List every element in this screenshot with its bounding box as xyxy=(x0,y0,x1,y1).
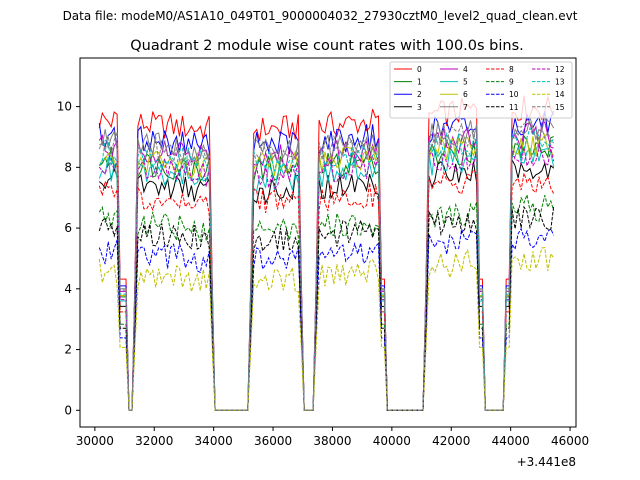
x-tick-label: 42000 xyxy=(432,434,470,448)
chart-title: Quadrant 2 module wise count rates with … xyxy=(130,38,524,54)
series-line-1 xyxy=(98,134,554,411)
y-tick-label: 0 xyxy=(64,403,72,417)
legend-label-6: 6 xyxy=(463,90,468,99)
series-line-11 xyxy=(98,205,555,411)
legend-label-4: 4 xyxy=(463,65,468,74)
plot-lines xyxy=(98,95,555,411)
series-line-12 xyxy=(98,143,555,411)
x-tick-label: 44000 xyxy=(492,434,530,448)
x-tick-label: 40000 xyxy=(373,434,411,448)
series-line-14 xyxy=(98,247,555,411)
legend-label-11: 11 xyxy=(509,103,519,112)
legend-label-1: 1 xyxy=(417,78,422,87)
y-tick-label: 2 xyxy=(64,343,72,357)
legend-label-14: 14 xyxy=(555,90,565,99)
y-tick-label: 4 xyxy=(64,282,72,296)
series-line-10 xyxy=(98,227,555,411)
chart-suptitle: Data file: modeM0/AS1A10_049T01_90000040… xyxy=(63,9,578,23)
x-tick-label: 38000 xyxy=(313,434,351,448)
y-tick-label: 8 xyxy=(64,160,72,174)
x-tick-label: 32000 xyxy=(135,434,173,448)
legend-frame xyxy=(389,61,573,119)
legend-label-12: 12 xyxy=(555,65,565,74)
legend-label-3: 3 xyxy=(417,103,422,112)
legend-label-2: 2 xyxy=(417,90,422,99)
x-tick-label: 36000 xyxy=(254,434,292,448)
x-tick-label: 30000 xyxy=(76,434,114,448)
legend-label-0: 0 xyxy=(417,65,422,74)
legend-label-13: 13 xyxy=(555,78,565,87)
x-tick-label: 46000 xyxy=(551,434,589,448)
series-line-3 xyxy=(98,159,555,411)
x-axis-offset-label: +3.441e8 xyxy=(517,455,576,469)
y-tick-label: 6 xyxy=(64,221,72,235)
x-tick-label: 34000 xyxy=(195,434,233,448)
y-tick-label: 10 xyxy=(57,100,72,114)
legend-label-10: 10 xyxy=(509,90,519,99)
legend-label-8: 8 xyxy=(509,65,514,74)
legend-label-7: 7 xyxy=(463,103,468,112)
legend-label-9: 9 xyxy=(509,78,514,87)
legend-label-15: 15 xyxy=(555,103,565,112)
y-axis-ticks: 0 2 4 6 8 10 xyxy=(57,100,80,417)
series-line-8 xyxy=(98,169,555,411)
series-line-15 xyxy=(98,122,555,411)
x-axis-ticks: 30000 32000 34000 36000 38000 40000 42000 44000… xyxy=(76,427,589,448)
legend-label-5: 5 xyxy=(463,78,468,87)
axes-frame xyxy=(79,57,577,428)
series-line-9 xyxy=(98,192,555,411)
series-line-13 xyxy=(98,126,555,411)
